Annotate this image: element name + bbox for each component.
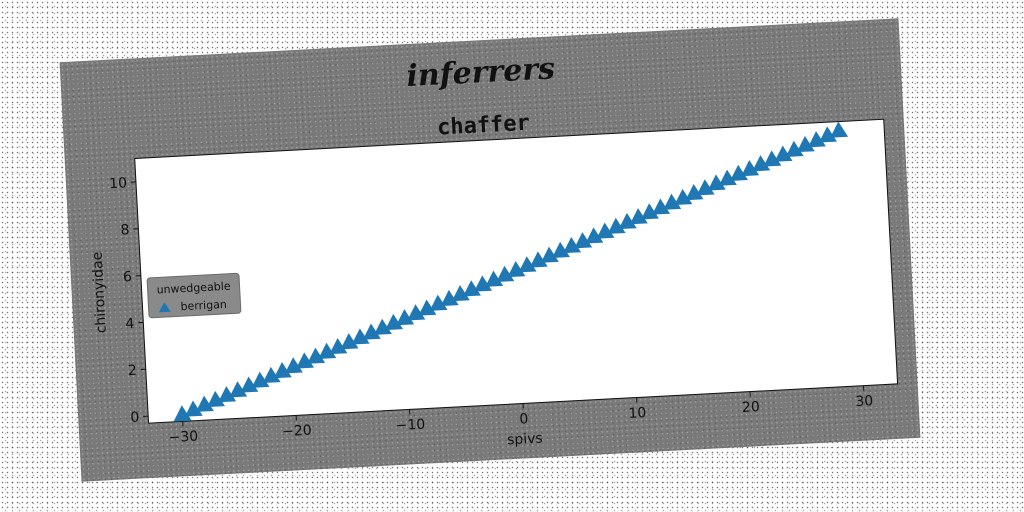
y-axis-ticks: 0 2 4 6 8 10 xyxy=(109,175,149,426)
y-tick-label: 2 xyxy=(128,363,138,379)
data-point-triangle xyxy=(585,227,604,244)
x-tick-label: 0 xyxy=(519,411,529,427)
x-tick-label: 20 xyxy=(742,399,761,416)
y-tick-label: 0 xyxy=(130,410,140,426)
data-point-triangle xyxy=(774,145,793,162)
data-point-triangle xyxy=(707,174,726,191)
data-point-triangle xyxy=(240,376,259,393)
data-point-triangle xyxy=(462,280,481,297)
y-axis-label: chironyidae xyxy=(90,251,110,333)
chart-figure: inferrers chaffer −30 −20 −10 0 10 20 30 0 2 4 6 8… xyxy=(59,18,921,482)
legend-entry-label: berrigan xyxy=(180,298,227,313)
legend-box xyxy=(146,272,242,319)
data-point-triangle xyxy=(207,390,225,408)
legend-marker-icon xyxy=(158,302,171,313)
data-point-triangle xyxy=(262,366,281,384)
data-point-triangle xyxy=(340,333,359,350)
data-point-triangle xyxy=(674,188,693,206)
x-tick-label: −30 xyxy=(168,429,198,447)
axes-title: chaffer xyxy=(437,111,531,141)
x-axis-label: spivs xyxy=(507,431,543,449)
legend-title: unwedgeable xyxy=(156,280,231,297)
data-point-triangle xyxy=(696,179,715,196)
figure-suptitle: inferrers xyxy=(406,51,556,94)
data-point-triangle xyxy=(551,241,570,258)
data-point-triangle xyxy=(807,131,826,148)
y-tick-label: 8 xyxy=(120,222,130,238)
data-point-triangle xyxy=(830,121,849,138)
data-point-triangle xyxy=(785,140,804,157)
data-point-triangle xyxy=(284,357,303,374)
x-tick-label: 10 xyxy=(628,405,647,422)
x-tick-label: −10 xyxy=(395,417,425,435)
data-point-triangle xyxy=(540,246,559,263)
data-point-triangle xyxy=(485,270,504,287)
data-point-triangle xyxy=(385,313,404,331)
data-point-triangle xyxy=(229,381,248,398)
data-point-triangle xyxy=(440,289,459,307)
data-point-triangle xyxy=(251,371,270,388)
data-point-triangle xyxy=(351,328,370,345)
data-points xyxy=(173,121,849,422)
data-point-triangle xyxy=(218,386,237,403)
data-point-triangle xyxy=(173,405,192,422)
data-point-triangle xyxy=(496,265,515,283)
data-point-triangle xyxy=(718,169,737,186)
data-point-triangle xyxy=(195,395,214,412)
data-point-triangle xyxy=(819,126,837,143)
data-point-triangle xyxy=(396,309,415,326)
data-point-triangle xyxy=(629,208,648,225)
data-point-triangle xyxy=(574,232,593,249)
data-point-triangle xyxy=(451,285,470,302)
data-point-triangle xyxy=(596,222,615,239)
data-point-triangle xyxy=(507,261,526,278)
data-point-triangle xyxy=(729,164,748,181)
data-point-triangle xyxy=(307,347,326,364)
data-point-triangle xyxy=(763,150,782,167)
chart-svg: inferrers chaffer −30 −20 −10 0 10 20 30 0 2 4 6 8… xyxy=(90,51,899,449)
x-axis-ticks: −30 −20 −10 0 10 20 30 xyxy=(168,385,874,446)
data-point-triangle xyxy=(663,193,682,210)
data-point-triangle xyxy=(362,323,381,340)
data-point-triangle xyxy=(407,304,426,321)
data-point-triangle xyxy=(474,275,493,292)
data-point-triangle xyxy=(318,342,337,359)
data-point-triangle xyxy=(184,400,203,417)
data-point-triangle xyxy=(796,135,815,153)
legend: unwedgeable berrigan xyxy=(146,272,242,319)
x-tick-label: 30 xyxy=(855,393,874,410)
y-tick-label: 6 xyxy=(123,269,133,285)
y-tick-label: 10 xyxy=(109,175,128,192)
data-point-triangle xyxy=(273,362,292,379)
x-tick-label: −20 xyxy=(282,423,312,441)
data-point-triangle xyxy=(296,352,315,369)
data-point-triangle xyxy=(685,184,704,201)
data-point-triangle xyxy=(741,159,760,177)
data-point-triangle xyxy=(529,251,548,268)
data-point-triangle xyxy=(429,294,448,311)
data-point-triangle xyxy=(607,217,626,234)
data-point-triangle xyxy=(652,198,671,215)
y-tick-label: 4 xyxy=(125,316,135,332)
data-point-triangle xyxy=(418,299,437,316)
data-point-triangle xyxy=(518,256,537,273)
data-point-triangle xyxy=(618,212,637,230)
data-point-triangle xyxy=(329,337,348,355)
data-point-triangle xyxy=(563,236,582,254)
data-point-triangle xyxy=(373,318,392,335)
data-point-triangle xyxy=(752,155,771,172)
data-point-triangle xyxy=(640,203,659,220)
